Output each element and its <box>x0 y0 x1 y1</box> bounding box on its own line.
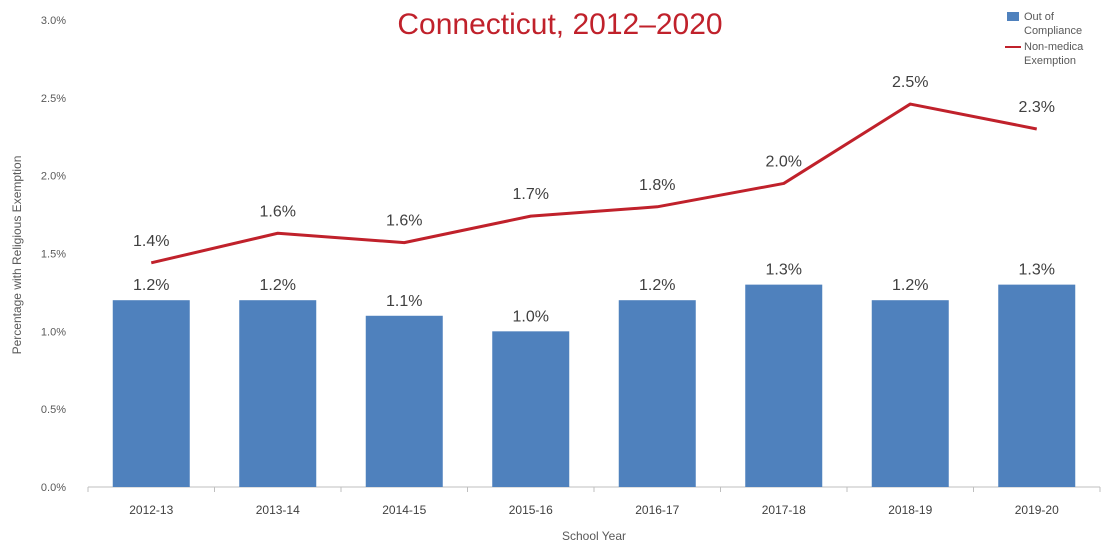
legend-line-swatch <box>1005 46 1021 48</box>
bar-data-label: 1.3% <box>1019 262 1055 279</box>
line-data-label: 2.5% <box>892 74 928 91</box>
legend: Out of Compliance Non-medica Exemption <box>1005 10 1103 68</box>
bar-data-label: 1.3% <box>766 262 802 279</box>
bar <box>492 331 570 487</box>
x-tick-label: 2015-16 <box>509 503 553 517</box>
line-data-label: 1.8% <box>639 177 675 194</box>
legend-item-bar: Out of Compliance <box>1005 10 1103 38</box>
x-tick-label: 2012-13 <box>129 503 173 517</box>
bar-data-label: 1.2% <box>639 277 675 294</box>
bar-data-label: 1.1% <box>386 293 422 310</box>
bar <box>618 300 696 487</box>
chart-title: Connecticut, 2012–2020 <box>397 8 723 41</box>
line-data-label: 1.4% <box>133 233 169 250</box>
bar <box>239 300 317 487</box>
bar <box>365 315 443 487</box>
x-tick-label: 2013-14 <box>256 503 300 517</box>
line-data-label: 1.6% <box>386 213 422 230</box>
line-data-label: 1.6% <box>260 203 296 220</box>
bar-data-label: 1.2% <box>133 277 169 294</box>
y-tick-label: 0.0% <box>41 482 66 494</box>
line-data-label: 1.7% <box>513 186 549 203</box>
bar <box>112 300 190 487</box>
bar <box>745 284 823 487</box>
y-tick-label: 1.0% <box>41 326 66 338</box>
line-data-label: 2.0% <box>766 153 802 170</box>
axes: 0.0% 0.5% 1.0% 1.5% 2.0% 2.5% 3.0% 2012-13 2013-… <box>10 15 1101 543</box>
bar-data-label: 1.2% <box>892 277 928 294</box>
legend-bar-label: Out of Compliance <box>1024 11 1083 37</box>
line-series <box>150 102 1038 265</box>
bar <box>998 284 1076 487</box>
y-tick-label: 1.5% <box>41 249 66 261</box>
line-data-labels: 1.4% 1.6% 1.6% 1.7% 1.8% 2.0% 2.5% 2.3% <box>133 74 1055 250</box>
y-axis-title: Percentage with Religious Exemption <box>10 156 24 355</box>
bar-data-label: 1.2% <box>260 277 296 294</box>
legend-line-label: Non-medica Exemption <box>1024 41 1084 67</box>
y-tick-label: 3.0% <box>41 15 66 27</box>
x-tick-label: 2018-19 <box>888 503 932 517</box>
bar-series <box>112 284 1076 487</box>
series-line <box>150 102 1038 265</box>
x-tick-label: 2016-17 <box>635 503 679 517</box>
bar <box>871 300 949 487</box>
y-tick-label: 2.0% <box>41 171 66 183</box>
x-tick-label: 2019-20 <box>1015 503 1059 517</box>
legend-item-line: Non-medica Exemption <box>1005 40 1103 68</box>
x-tick-label: 2014-15 <box>382 503 426 517</box>
y-tick-label: 0.5% <box>41 404 66 416</box>
bar-data-labels: 1.2% 1.2% 1.1% 1.0% 1.2% 1.3% 1.2% 1.3% <box>133 262 1055 326</box>
bar-data-label: 1.0% <box>513 308 549 325</box>
x-tick-label: 2017-18 <box>762 503 806 517</box>
legend-bar-swatch <box>1007 12 1019 21</box>
x-axis-title: School Year <box>562 529 626 543</box>
line-data-label: 2.3% <box>1019 99 1055 116</box>
y-tick-label: 2.5% <box>41 93 66 105</box>
